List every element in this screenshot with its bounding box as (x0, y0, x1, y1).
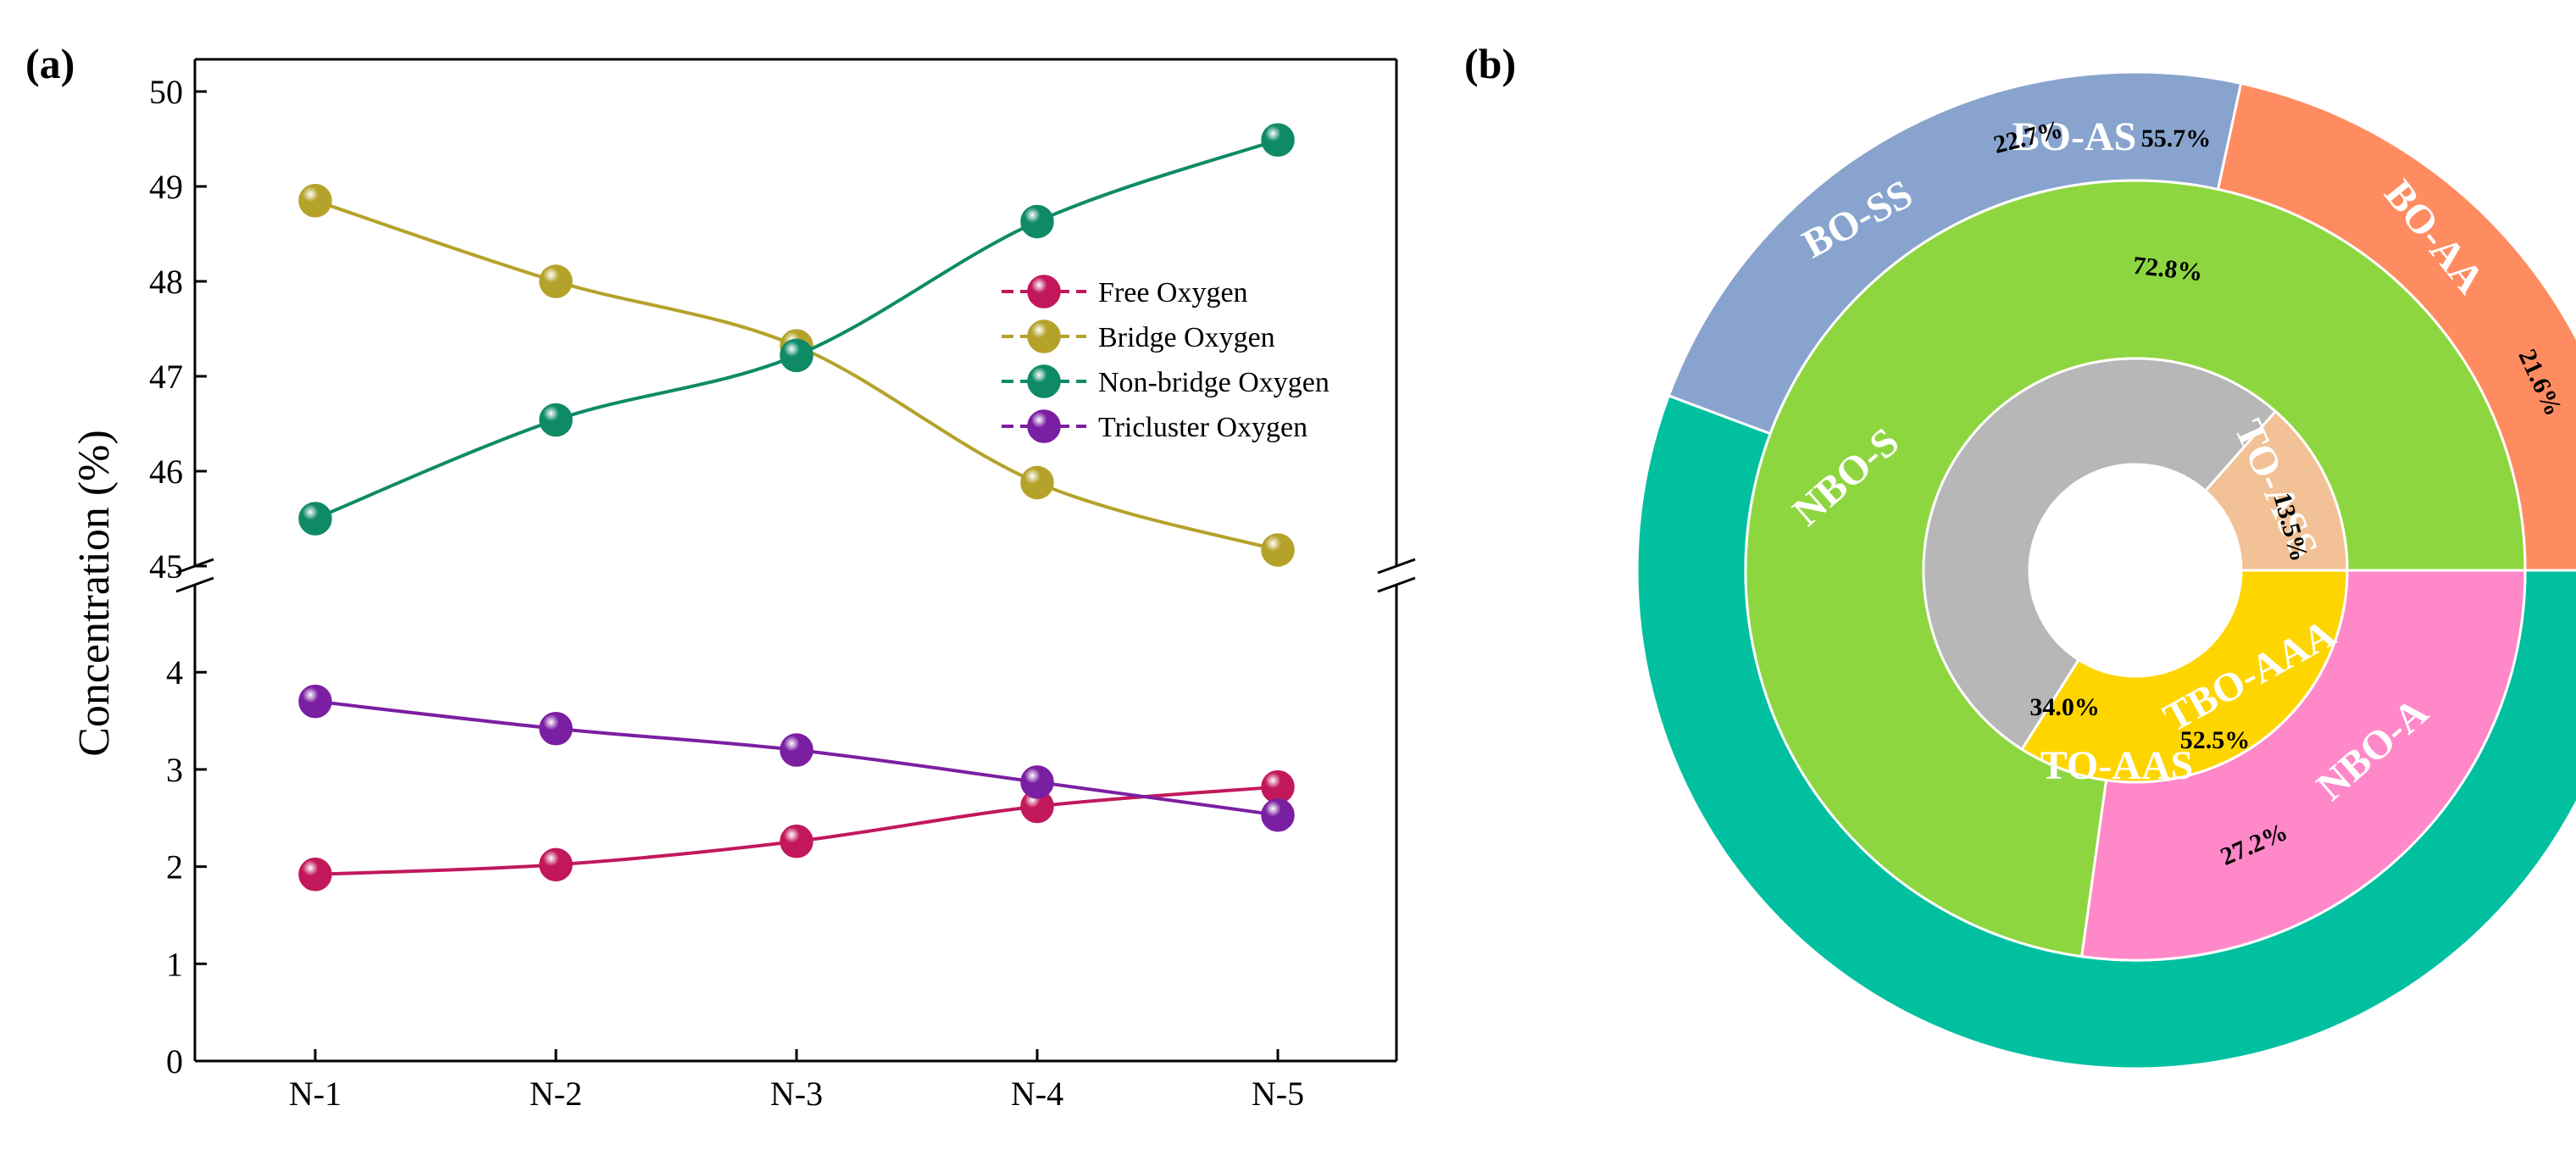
y-tick-label: 0 (166, 1042, 183, 1081)
y-tick-label: 3 (166, 751, 183, 789)
data-point-bridge-oxygen (1020, 465, 1054, 500)
y-tick-label: 48 (149, 263, 183, 301)
slice-pct-bo-as: 55.7% (2141, 125, 2212, 153)
slice-label-bo-as: BO-AS (2012, 114, 2137, 159)
data-point-tricluster-oxygen (539, 711, 573, 746)
x-tick-label: N-4 (1011, 1075, 1063, 1113)
slice-to-ass (2203, 409, 2349, 572)
data-point-bridge-oxygen (1261, 533, 1295, 567)
sunburst-chart: BO-AS 55.7% BO-SS 22.7% BO-AA 21.6% NBO-… (1635, 70, 2576, 1070)
x-tick-label: N-3 (770, 1075, 823, 1113)
legend-marker-bridge-oxygen (1027, 319, 1061, 353)
x-tick-label: N-5 (1252, 1075, 1304, 1113)
data-point-bridge-oxygen (539, 264, 573, 298)
line-chart-axes (175, 58, 1416, 1063)
data-point-bridge-oxygen (298, 184, 332, 218)
data-point-tricluster-oxygen (298, 684, 332, 719)
line-chart: 45 46 47 48 49 50 0 1 2 3 4 N-1 N-2 N-3 … (70, 58, 1416, 1113)
legend-label: Free Oxygen (1098, 277, 1248, 308)
y-tick-label: 1 (166, 945, 183, 983)
y-tick-label: 47 (149, 358, 183, 396)
y-tick-label: 2 (166, 848, 183, 886)
data-point-free-oxygen (298, 858, 332, 892)
y-tick-label: 50 (149, 73, 183, 111)
legend-marker-free-oxygen (1027, 275, 1061, 308)
data-point-free-oxygen (539, 847, 573, 882)
y-tick-label: 4 (166, 653, 183, 692)
axis-break-mark (175, 576, 214, 593)
slice-label-to-aas: TO-AAS (2040, 743, 2194, 788)
slice-pct-to-aas: 52.5% (2180, 726, 2251, 754)
line-series-group (298, 123, 1295, 892)
legend-marker-tricluster-oxygen (1027, 409, 1061, 443)
data-point-non-bridge-oxygen (1020, 204, 1054, 239)
y-tick-label: 46 (149, 453, 183, 491)
y-axis-title: Concentration (%) (70, 430, 119, 757)
data-point-tricluster-oxygen (780, 733, 813, 767)
legend-label: Bridge Oxygen (1098, 322, 1275, 353)
legend-label: Non-bridge Oxygen (1098, 367, 1330, 398)
axis-break-mark (1377, 576, 1416, 593)
x-tick-label: N-2 (530, 1075, 582, 1113)
data-point-non-bridge-oxygen (298, 502, 332, 536)
legend-marker-non-bridge-oxygen (1027, 364, 1061, 398)
legend: Free Oxygen Bridge Oxygen Non-bridge Oxy… (1002, 275, 1330, 443)
slice-tbo-aaa (2019, 569, 2349, 784)
y-tick-labels: 45 46 47 48 49 50 0 1 2 3 4 (149, 73, 183, 1081)
y-tick-label: 49 (149, 168, 183, 206)
data-point-free-oxygen (780, 825, 813, 858)
x-tick-label: N-1 (289, 1075, 341, 1113)
x-tick-labels: N-1 N-2 N-3 N-4 N-5 (289, 1075, 1304, 1113)
slice-to-aas (1922, 357, 2278, 752)
data-point-non-bridge-oxygen (539, 403, 573, 437)
data-point-non-bridge-oxygen (780, 338, 813, 373)
legend-label: Tricluster Oxygen (1098, 412, 1307, 443)
axis-break-mark (1377, 558, 1416, 575)
data-point-tricluster-oxygen (1261, 798, 1295, 832)
panel-label-a: (a) (25, 40, 75, 87)
slice-pct-tbo-aaa: 34.0% (2029, 693, 2100, 721)
data-point-non-bridge-oxygen (1261, 123, 1295, 157)
panel-label-b: (b) (1464, 40, 1516, 87)
data-point-tricluster-oxygen (1020, 765, 1054, 799)
sunburst-slices (1635, 70, 2576, 1070)
y-tick-label: 45 (149, 547, 183, 586)
data-point-free-oxygen (1261, 769, 1295, 804)
